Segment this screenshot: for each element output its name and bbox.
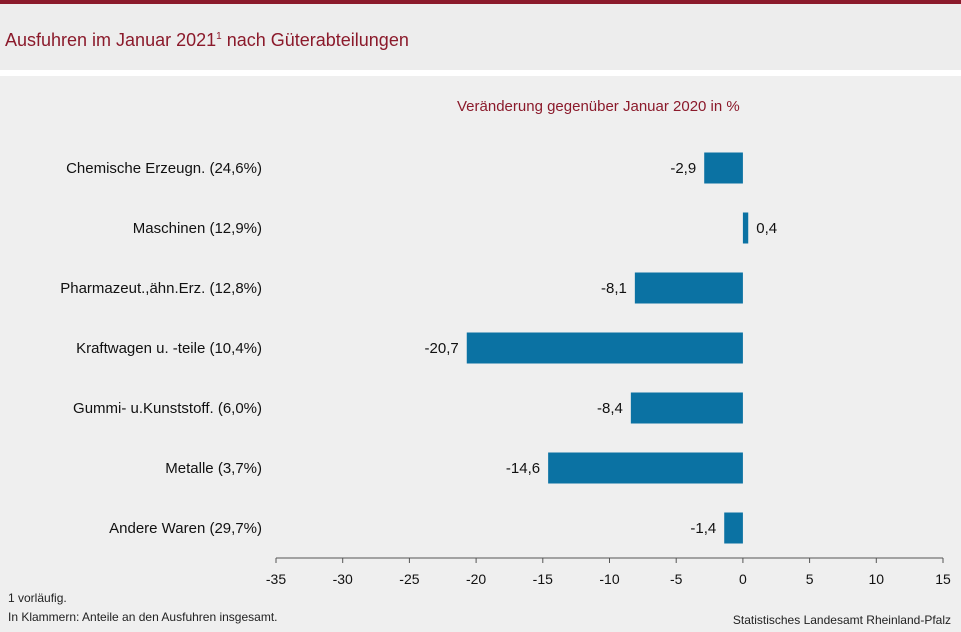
category-label: Gummi- u.Kunststoff. (6,0%) [73,400,262,417]
data-label: -2,9 [670,160,696,177]
data-label: 0,4 [756,220,777,237]
data-label: -8,4 [597,400,623,417]
source-credit: Statistisches Landesamt Rheinland-Pfalz [732,613,951,627]
title-separator [0,70,961,76]
category-label: Andere Waren (29,7%) [109,520,262,537]
x-tick-label: -35 [266,571,286,587]
data-label: -14,6 [506,460,540,477]
x-tick-label: -15 [533,571,553,587]
x-tick-label: 10 [869,571,885,587]
category-label: Chemische Erzeugn. (24,6%) [66,160,262,177]
x-tick-label: -25 [399,571,419,587]
bar [742,212,749,244]
x-tick-label: 15 [935,571,951,587]
bar [466,332,743,364]
footnote-shares: In Klammern: Anteile an den Ausfuhren in… [8,610,278,624]
category-label: Pharmazeut.,ähn.Erz. (12,8%) [60,280,262,297]
bar [548,452,743,484]
data-label: -1,4 [690,520,716,537]
data-label: -20,7 [425,340,459,357]
title-rest: nach Güterabteilungen [221,30,409,50]
chart-subtitle: Veränderung gegenüber Januar 2020 in % [457,98,740,115]
x-tick-label: -20 [466,571,486,587]
bar [704,152,743,184]
category-label: Metalle (3,7%) [165,460,262,477]
category-label: Kraftwagen u. -teile (10,4%) [76,340,262,357]
x-tick-label: 5 [806,571,814,587]
x-tick-label: 0 [739,571,747,587]
chart-title: Ausfuhren im Januar 20211 nach Güterabte… [5,30,409,51]
title-footnote-marker: 1 [216,31,222,42]
bar [634,272,743,304]
bar [630,392,743,424]
x-tick-label: -5 [670,571,683,587]
bar [724,512,743,544]
top-rule [0,0,961,4]
title-band [0,4,961,70]
x-tick-label: -30 [333,571,353,587]
footnote-preliminary: 1 vorläufig. [8,591,67,605]
category-label: Maschinen (12,9%) [133,220,262,237]
x-tick-label: -10 [599,571,619,587]
title-main: Ausfuhren im Januar 2021 [5,30,217,50]
data-label: -8,1 [601,280,627,297]
